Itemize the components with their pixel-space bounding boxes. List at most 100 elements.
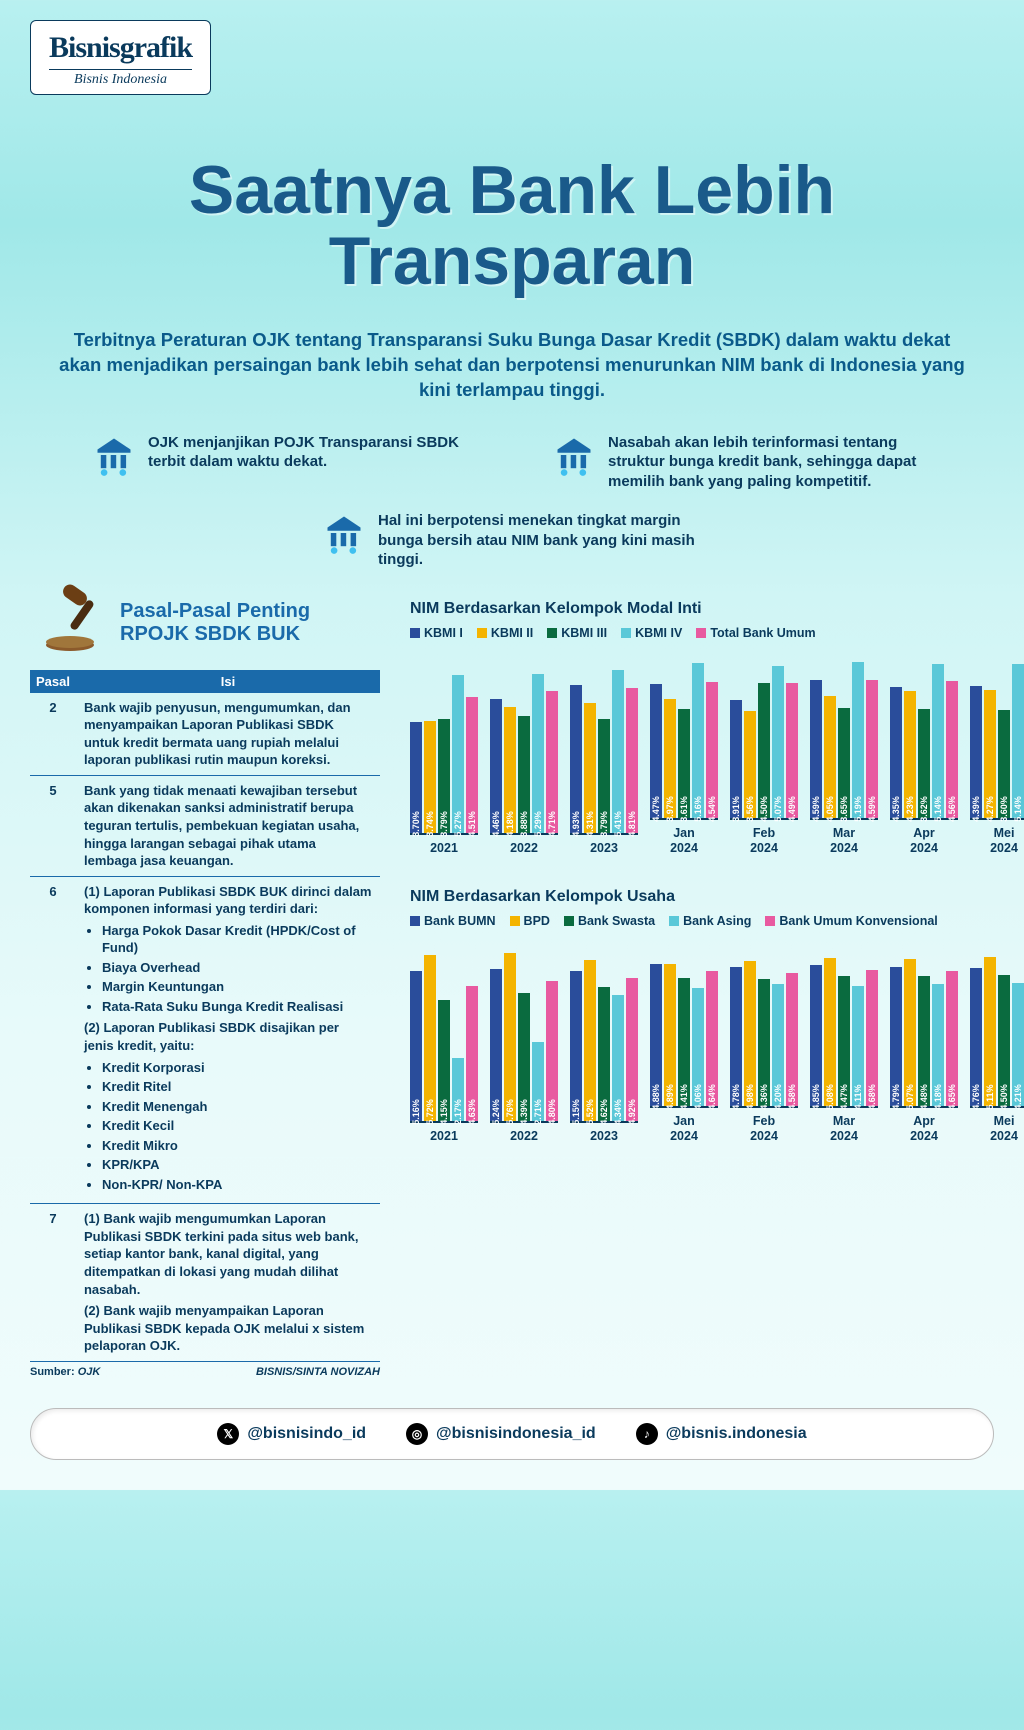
bar-value: 4.21% [1013,1084,1023,1110]
bar-value: 4.88% [651,1084,661,1110]
bar: 4.68% [866,970,878,1106]
bar-value: 4.59% [867,796,877,822]
bar-value: 4.76% [971,1084,981,1110]
legend-label: Bank Swasta [578,914,655,928]
bar: 5.07% [904,959,916,1106]
key-point-text: Hal ini berpotensi menekan tingkat margi… [378,511,702,570]
bar: 4.35% [890,687,902,818]
bar-value: 3.70% [411,811,421,837]
bar-value: 4.11% [853,1084,863,1109]
bar-value: 5.19% [853,796,863,822]
bar: 4.18% [932,984,944,1105]
bar: 3.88% [518,716,530,832]
bar: 4.27% [984,690,996,818]
bar: 3.70% [410,722,422,833]
logo-sub: Bisnis Indonesia [49,69,192,88]
bar-value: 5.07% [905,1084,915,1110]
bar-value: 4.65% [947,1084,957,1110]
bar: 4.85% [810,965,822,1106]
bar-value: 4.80% [547,1099,557,1125]
bar: 5.52% [584,960,596,1120]
bar: 4.47% [650,684,662,818]
bar-value: 4.78% [731,1084,741,1110]
x-label: Mar2024 [830,826,858,856]
bar-value: 3.79% [599,811,609,837]
chart-title: NIM Berdasarkan Kelompok Modal Inti [410,600,1024,618]
legend-swatch [696,628,706,638]
bar-group: 4.46%4.18%3.88%5.29%4.71%2022 [490,655,558,856]
pasal-content: (1) Laporan Publikasi SBDK BUK dirinci d… [76,876,380,1204]
publisher-logo: Bisnisgrafik Bisnis Indonesia [30,20,211,95]
pasal-num: 7 [30,1204,76,1361]
bar: 4.63% [466,986,478,1120]
bar-value: 4.49% [787,796,797,822]
bar: 4.59% [810,680,822,818]
bar: 5.15% [570,971,582,1121]
bar-group: 4.47%3.97%3.61%5.16%4.54%Jan2024 [650,640,718,856]
social-handle: @bisnis.indonesia [666,1425,807,1443]
x-label: 2023 [590,1129,618,1144]
page-title: Saatnya Bank Lebih Transparan [30,155,994,298]
bar-value: 4.50% [759,796,769,822]
pasal-th-isi: Isi [76,670,380,693]
bar: 4.50% [998,975,1010,1106]
legend-item: BPD [510,914,550,928]
bar: 4.15% [438,1000,450,1120]
instagram-icon: ◎ [406,1423,428,1445]
bar-group: 4.59%4.05%3.65%5.19%4.59%Mar2024 [810,640,878,856]
legend-item: KBMI III [547,626,607,640]
bar-value: 5.16% [411,1099,421,1125]
logo-main: Bisnisgrafik [49,31,192,65]
bar: 4.76% [970,968,982,1106]
bar: 5.19% [852,662,864,818]
social-link[interactable]: ♪ @bisnis.indonesia [636,1423,807,1445]
legend-label: Bank Umum Konvensional [779,914,937,928]
x-label: Feb2024 [750,1114,778,1144]
social-link[interactable]: ◎ @bisnisindonesia_id [406,1423,596,1445]
social-bar: 𝕏 @bisnisindo_id ◎ @bisnisindonesia_id ♪… [30,1408,994,1460]
bar: 4.05% [824,696,836,818]
bar: 4.36% [758,979,770,1106]
bar: 5.41% [612,670,624,832]
x-label: Mar2024 [830,1114,858,1144]
chart-legend: Bank BUMNBPDBank SwastaBank AsingBank Um… [410,914,1024,928]
bar-value: 3.65% [839,796,849,822]
bar-value: 4.89% [665,1084,675,1110]
legend-label: KBMI IV [635,626,682,640]
bar-value: 4.56% [947,796,957,822]
bar-group: 4.85%5.08%4.47%4.11%4.68%Mar2024 [810,928,878,1144]
pasal-num: 2 [30,693,76,776]
bar-value: 5.11% [985,1084,995,1109]
bar-value: 3.91% [731,796,741,822]
subtitle: Terbitnya Peraturan OJK tentang Transpar… [52,328,972,403]
bar-value: 4.15% [439,1099,449,1125]
bar: 5.76% [504,953,516,1120]
bar: 3.60% [998,710,1010,818]
bar-value: 5.14% [933,796,943,822]
legend-label: Total Bank Umum [710,626,815,640]
bar-value: 4.68% [867,1084,877,1110]
social-link[interactable]: 𝕏 @bisnisindo_id [217,1423,366,1445]
bar: 5.16% [692,663,704,818]
bar: 4.46% [490,699,502,833]
bar: 4.93% [570,685,582,833]
bar-group: 4.79%5.07%4.48%4.18%4.65%Apr2024 [890,928,958,1144]
bar: 3.56% [744,711,756,818]
bar-value: 4.62% [599,1099,609,1125]
key-point: Hal ini berpotensi menekan tingkat margi… [322,511,702,570]
pasal-table: Pasal Isi 2Bank wajib penyusun, mengumum… [30,670,380,1362]
x-label: 2022 [510,841,538,856]
social-handle: @bisnisindo_id [247,1425,366,1443]
legend-item: Bank BUMN [410,914,496,928]
bar-value: 3.61% [679,796,689,822]
bar-group: 4.76%5.11%4.50%4.21%4.65%Mei2024 [970,928,1024,1144]
bar: 4.34% [612,995,624,1121]
bar-value: 3.74% [425,811,435,837]
bar-value: 4.39% [971,796,981,822]
bar-value: 4.50% [999,1084,1009,1110]
bar: 3.79% [598,719,610,833]
bank-icon [322,511,366,555]
social-handle: @bisnisindonesia_id [436,1425,596,1443]
chart-nim-modal-inti: NIM Berdasarkan Kelompok Modal Inti KBMI… [410,600,1024,860]
bar: 4.98% [744,961,756,1106]
